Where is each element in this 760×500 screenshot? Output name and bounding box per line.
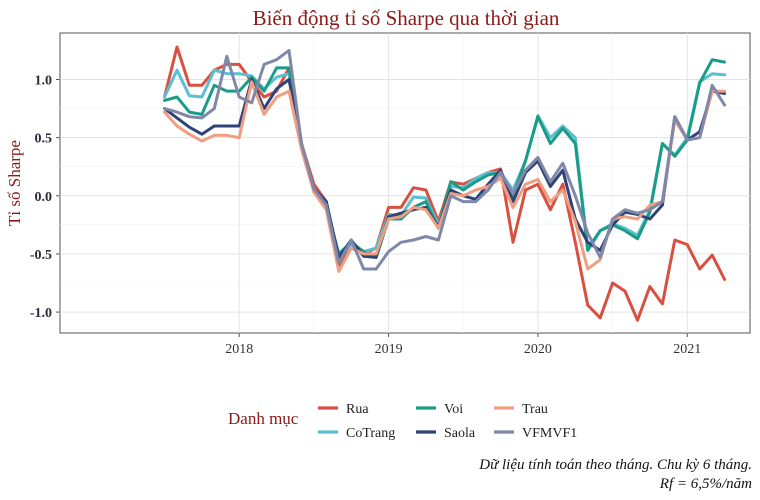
series-lines [163,45,727,322]
y-tick-label: 1.0 [35,74,53,89]
legend-label-voi: Voi [444,402,463,417]
plot-panel [59,32,751,334]
y-tick-label: 0.0 [35,190,53,205]
x-tick-label: 2019 [375,342,403,357]
y-tick-label: 0.5 [35,132,53,147]
legend-title: Danh mục [228,409,299,428]
legend-label-saola: Saola [444,426,476,441]
grid-lines [60,33,750,333]
legend: Danh mục Rua CoTrang Voi Saola Trau VFMVF1 [228,402,577,441]
x-tick-label: 2021 [673,342,701,357]
y-tick-label: -1.0 [30,306,52,321]
legend-label-rua: Rua [346,402,369,417]
chart-title: Biến động tỉ số Sharpe qua thời gian [253,6,560,30]
legend-label-vfmvf1: VFMVF1 [522,426,577,441]
x-axis-ticks: 2018 2019 2020 2021 [225,333,701,357]
caption-line-2: Rf = 6,5%/năm [659,476,752,492]
series-line-trau [163,80,727,273]
series-line-vfmvf1 [163,48,727,271]
y-axis-ticks: -1.0 -0.5 0.0 0.5 1.0 [30,74,60,321]
x-tick-label: 2020 [524,342,552,357]
legend-label-cotrang: CoTrang [346,426,395,441]
y-axis-label: Tỉ số Sharpe [5,140,24,226]
y-tick-label: -0.5 [30,248,52,263]
legend-label-trau: Trau [522,402,548,417]
caption-line-1: Dữ liệu tính toán theo tháng. Chu kỳ 6 t… [478,457,752,473]
x-tick-label: 2018 [225,342,253,357]
